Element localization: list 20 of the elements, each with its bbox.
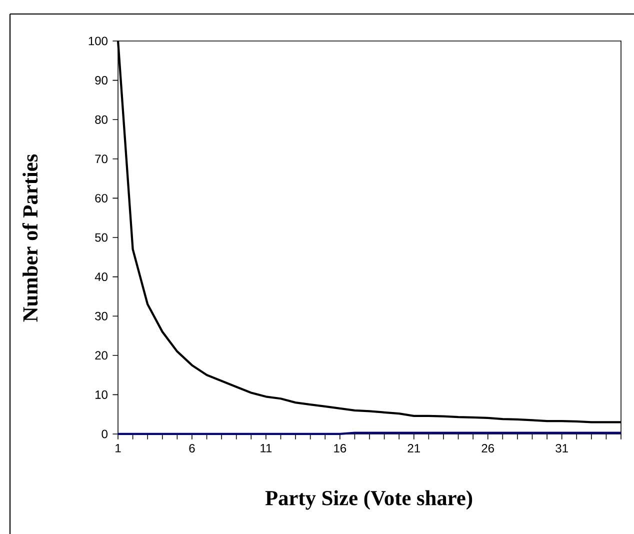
y-tick-label: 40	[94, 272, 108, 282]
x-tick-label: 16	[334, 444, 346, 453]
y-tick-label: 10	[96, 390, 108, 399]
y-tick-label: 0	[102, 430, 108, 438]
x-tick-label: 11	[260, 444, 272, 452]
y-tick-label: 90	[95, 76, 108, 85]
y-tick-label: 70	[95, 154, 108, 164]
x-tick-label: 26	[482, 444, 494, 453]
y-tick-label: 30	[95, 312, 108, 320]
x-tick-label: 1	[116, 444, 121, 452]
x-tick-label: 6	[189, 444, 195, 453]
x-tick-label: 21	[408, 444, 420, 452]
y-tick-label: 60	[95, 194, 108, 202]
x-tick-label: 31	[556, 444, 568, 453]
x-axis-title: Party Size (Vote share)	[265, 490, 472, 510]
y-tick-label: 100	[88, 36, 108, 46]
y-tick-label: 50	[95, 233, 108, 242]
y-tick-label: 80	[95, 115, 108, 124]
y-tick-label: 20	[95, 351, 108, 360]
y-axis-title: Number of Parties	[22, 154, 38, 322]
